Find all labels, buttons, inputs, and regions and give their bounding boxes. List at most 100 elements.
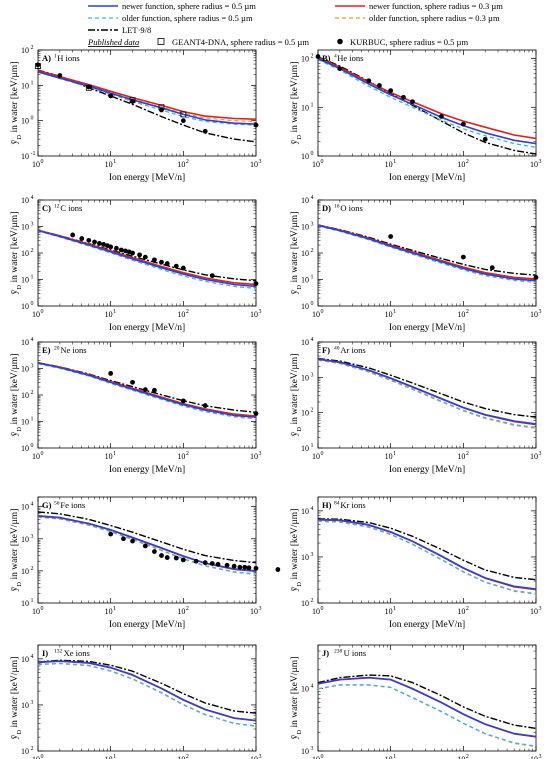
kurbuc-point — [410, 99, 415, 105]
y-tick-label: 10 — [21, 444, 29, 453]
y-tick-exponent: 1 — [31, 598, 34, 604]
x-tick-exponent: 1 — [393, 159, 396, 165]
x-tick-label: 10 — [530, 755, 538, 759]
y-tick-label: 10 — [301, 409, 309, 418]
x-tick-exponent: 2 — [466, 159, 469, 165]
x-tick-exponent: 3 — [539, 754, 542, 759]
kurbuc-point — [130, 379, 135, 385]
y-axis-label-rest: in water [keV/µm] — [10, 657, 20, 730]
kurbuc-point — [108, 371, 114, 376]
ion-mass-number: 1 — [54, 54, 57, 60]
chart-panel-10: 100101102103103104Ion energy [MeV/n]ȳD i… — [290, 644, 542, 759]
ion-mass-number: 16 — [334, 204, 340, 210]
y-tick-label: 10 — [301, 103, 309, 112]
legend-entry-newer-05: newer function, sphere radius = 0.5 µm — [88, 1, 256, 11]
x-tick-label: 10 — [177, 452, 185, 461]
x-tick-label: 10 — [105, 607, 113, 616]
series-line-let — [38, 229, 256, 282]
y-axis-label-sub: D — [296, 427, 303, 432]
kurbuc-point — [164, 261, 170, 266]
x-tick-exponent: 3 — [259, 159, 262, 165]
kurbuc-point — [224, 562, 230, 568]
y-axis-label-main: ȳ — [10, 431, 20, 436]
ion-name: Kr ions — [340, 500, 365, 510]
plot-frame — [317, 644, 537, 752]
y-tick-exponent: 4 — [311, 506, 314, 512]
series-group — [318, 674, 536, 748]
ion-name: C ions — [60, 203, 82, 213]
x-axis-label: Ion energy [MeV/n] — [109, 465, 185, 475]
kurbuc-point — [246, 565, 252, 571]
y-tick-exponent: 2 — [31, 45, 34, 51]
ion-mass-number: 20 — [54, 346, 60, 352]
x-tick-exponent: 2 — [466, 754, 469, 759]
y-tick-exponent: 0 — [31, 301, 34, 307]
kurbuc-point — [152, 549, 157, 554]
series-line-newer-05 — [318, 676, 536, 738]
series-group — [318, 357, 536, 429]
kurbuc-point — [130, 99, 135, 104]
legend-label-newer-03: newer function, sphere radius = 0.3 µm — [369, 1, 503, 11]
plot-frame — [317, 199, 537, 307]
x-tick-exponent: 0 — [41, 606, 44, 612]
x-axis-label: Ion energy [MeV/n] — [109, 620, 185, 630]
kurbuc-point — [180, 118, 186, 124]
kurbuc-point — [86, 237, 92, 243]
x-tick-label: 10 — [457, 607, 465, 616]
y-axis-label-sub: D — [16, 730, 23, 735]
kurbuc-point — [121, 536, 126, 542]
y-axis-label-main: ȳ — [10, 139, 20, 144]
y-tick-label: 10 — [301, 507, 309, 516]
x-tick-label: 10 — [312, 160, 320, 169]
kurbuc-point — [142, 543, 148, 549]
x-tick-label: 10 — [32, 160, 40, 169]
y-tick-label: 10 — [21, 535, 29, 544]
y-tick-exponent: 1 — [311, 102, 314, 108]
y-tick-label: 10 — [21, 302, 29, 311]
y-tick-exponent: 3 — [311, 372, 314, 378]
y-axis-label-main: ȳ — [290, 734, 300, 739]
legend: newer function, sphere radius = 0.5 µm n… — [0, 0, 550, 56]
x-axis-label: Ion energy [MeV/n] — [389, 620, 465, 630]
y-tick-label: 10 — [301, 302, 309, 311]
legend-label-kurbuc: KURBUC, sphere radius = 0.5 µm — [350, 37, 468, 47]
series-line-let — [318, 357, 536, 418]
kurbuc-point — [180, 398, 186, 404]
ion-name: U ions — [344, 648, 366, 658]
panel-letter: F) — [322, 345, 330, 355]
y-tick-label: 10 — [21, 81, 29, 90]
kurbuc-point — [79, 236, 85, 241]
kurbuc-point — [118, 247, 124, 253]
y-axis-label-sub: D — [296, 135, 303, 140]
x-tick-exponent: 3 — [539, 606, 542, 612]
kurbuc-point — [202, 560, 208, 566]
x-tick-label: 10 — [32, 452, 40, 461]
y-axis-label: ȳD in water [keV/µm] — [290, 354, 303, 437]
y-tick-exponent: 2 — [311, 598, 314, 604]
y-tick-exponent: 1 — [311, 275, 314, 281]
y-axis-label-main: ȳ — [10, 734, 20, 739]
kurbuc-point — [114, 245, 119, 251]
kurbuc-point — [202, 128, 208, 134]
ion-mass-number: 132 — [54, 649, 63, 655]
ion-name: Xe ions — [64, 648, 90, 658]
x-tick-exponent: 3 — [539, 159, 542, 165]
x-tick-exponent: 2 — [466, 309, 469, 315]
y-tick-exponent: 2 — [31, 248, 34, 254]
series-line-newer-05 — [38, 229, 256, 288]
x-tick-exponent: 1 — [113, 451, 116, 457]
legend-entry-older-03: older function, sphere radius = 0.3 µm — [335, 13, 500, 23]
x-tick-label: 10 — [457, 160, 465, 169]
y-tick-exponent: 3 — [31, 700, 34, 706]
panel-letter: A) — [42, 53, 51, 63]
y-axis-label-sub: D — [16, 135, 23, 140]
y-axis-label-sub: D — [16, 582, 23, 587]
y-axis-label-rest: in water [keV/µm] — [10, 354, 20, 427]
kurbuc-point — [231, 563, 237, 569]
kurbuc-point — [253, 565, 259, 571]
kurbuc-point — [130, 538, 135, 544]
x-tick-exponent: 2 — [466, 451, 469, 457]
published-data-title: Published data — [87, 37, 139, 47]
kurbuc-point — [57, 73, 63, 78]
